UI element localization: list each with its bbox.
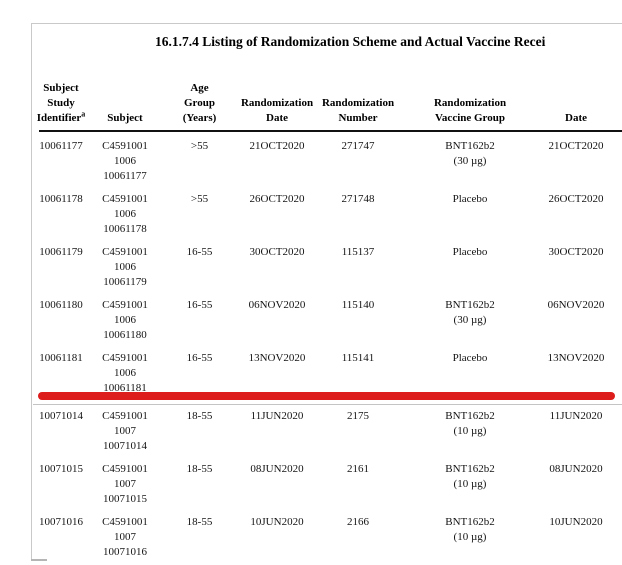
table-row: 10061179 C4591001 1006 10061179 16-55 30… xyxy=(33,245,612,290)
cell-age-group: >55 xyxy=(190,193,209,205)
cell-randomization-vaccine-group: Placebo xyxy=(452,352,488,364)
cell-subject-study-identifier: 10071014 xyxy=(39,410,83,422)
site-group-separator-rule xyxy=(33,404,622,405)
cell-randomization-date: 13NOV2020 xyxy=(248,352,306,364)
column-header-subject-study-identifier: Subject Study Identifiera xyxy=(36,82,86,124)
cell-subject-study-identifier: 10061180 xyxy=(39,299,83,311)
cell-subject-study-identifier: 10061179 xyxy=(39,246,83,258)
cell-subject: C4591001 1006 10061180 xyxy=(102,299,148,341)
cell-subject-study-identifier: 10061181 xyxy=(39,352,83,364)
cell-randomization-vaccine-group: BNT162b2 (10 µg) xyxy=(445,463,495,490)
page-bottom-border xyxy=(31,559,47,561)
cell-date: 08JUN2020 xyxy=(549,463,603,475)
cell-randomization-vaccine-group: Placebo xyxy=(452,246,488,258)
cell-randomization-number: 2166 xyxy=(347,516,369,528)
cell-randomization-date: 21OCT2020 xyxy=(249,140,305,152)
table-row: 10071016 C4591001 1007 10071016 18-55 10… xyxy=(33,515,612,560)
column-header-randomization-number: Randomization Number xyxy=(321,97,395,124)
cell-randomization-vaccine-group: Placebo xyxy=(452,193,488,205)
cell-date: 13NOV2020 xyxy=(547,352,605,364)
cell-subject: C4591001 1006 10061179 xyxy=(102,246,148,288)
table-row: 10061181 C4591001 1006 10061181 16-55 13… xyxy=(33,351,612,396)
cell-subject-study-identifier: 10061177 xyxy=(39,140,83,152)
red-underline-annotation xyxy=(38,392,615,400)
cell-age-group: 18-55 xyxy=(186,410,213,422)
cell-date: 06NOV2020 xyxy=(547,299,605,311)
table-row: 10061177 C4591001 1006 10061177 >55 21OC… xyxy=(33,139,612,184)
cell-randomization-date: 10JUN2020 xyxy=(250,516,304,528)
table-row: 10071015 C4591001 1007 10071015 18-55 08… xyxy=(33,462,612,507)
cell-randomization-number: 115137 xyxy=(341,246,375,258)
column-header-randomization-date: Randomization Date xyxy=(240,97,314,124)
column-header-randomization-vaccine-group: Randomization Vaccine Group xyxy=(433,97,507,124)
cell-date: 30OCT2020 xyxy=(548,246,604,258)
cell-age-group: 18-55 xyxy=(186,463,213,475)
cell-subject: C4591001 1007 10071014 xyxy=(102,410,148,452)
cell-randomization-vaccine-group: BNT162b2 (10 µg) xyxy=(445,516,495,543)
cell-randomization-date: 26OCT2020 xyxy=(249,193,305,205)
cell-subject: C4591001 1006 10061178 xyxy=(102,193,148,235)
page-top-border xyxy=(31,23,622,24)
page-title: 16.1.7.4 Listing of Randomization Scheme… xyxy=(155,34,546,49)
cell-age-group: >55 xyxy=(190,140,209,152)
cell-randomization-number: 115141 xyxy=(341,352,375,364)
table-row: 10061180 C4591001 1006 10061180 16-55 06… xyxy=(33,298,612,343)
cell-randomization-vaccine-group: BNT162b2 (30 µg) xyxy=(445,299,495,326)
cell-age-group: 16-55 xyxy=(186,299,213,311)
cell-randomization-number: 2161 xyxy=(347,463,369,475)
cell-age-group: 18-55 xyxy=(186,516,213,528)
cell-subject: C4591001 1007 10071016 xyxy=(102,516,148,558)
cell-subject-study-identifier: 10071015 xyxy=(39,463,83,475)
cell-age-group: 16-55 xyxy=(186,352,213,364)
cell-age-group: 16-55 xyxy=(186,246,213,258)
table-row: 10071014 C4591001 1007 10071014 18-55 11… xyxy=(33,409,612,454)
cell-date: 21OCT2020 xyxy=(548,140,604,152)
cell-date: 10JUN2020 xyxy=(549,516,603,528)
cell-subject: C4591001 1006 10061177 xyxy=(102,140,148,182)
cell-date: 26OCT2020 xyxy=(548,193,604,205)
cell-randomization-date: 11JUN2020 xyxy=(250,410,304,422)
cell-randomization-number: 115140 xyxy=(341,299,375,311)
cell-randomization-number: 271748 xyxy=(341,193,375,205)
column-header-age-group: Age Group (Years) xyxy=(182,82,217,124)
cell-subject-study-identifier: 10061178 xyxy=(39,193,83,205)
cell-randomization-number: 271747 xyxy=(341,140,375,152)
header-separator-rule xyxy=(39,130,622,132)
cell-randomization-date: 06NOV2020 xyxy=(248,299,306,311)
cell-subject: C4591001 1007 10071015 xyxy=(102,463,148,505)
footnote-marker: a xyxy=(81,109,86,119)
table-row: 10061178 C4591001 1006 10061178 >55 26OC… xyxy=(33,192,612,237)
cell-date: 11JUN2020 xyxy=(549,410,603,422)
column-header-date: Date xyxy=(565,112,587,124)
table-header-row: Subject Study Identifiera Subject Age Gr… xyxy=(33,81,612,126)
cell-subject-study-identifier: 10071016 xyxy=(39,516,83,528)
column-header-subject: Subject xyxy=(107,112,143,124)
cell-randomization-vaccine-group: BNT162b2 (10 µg) xyxy=(445,410,495,437)
cell-randomization-date: 08JUN2020 xyxy=(250,463,304,475)
cell-randomization-date: 30OCT2020 xyxy=(249,246,305,258)
cell-randomization-number: 2175 xyxy=(347,410,369,422)
page-left-border xyxy=(31,23,32,561)
cell-randomization-vaccine-group: BNT162b2 (30 µg) xyxy=(445,140,495,167)
cell-subject: C4591001 1006 10061181 xyxy=(102,352,148,394)
